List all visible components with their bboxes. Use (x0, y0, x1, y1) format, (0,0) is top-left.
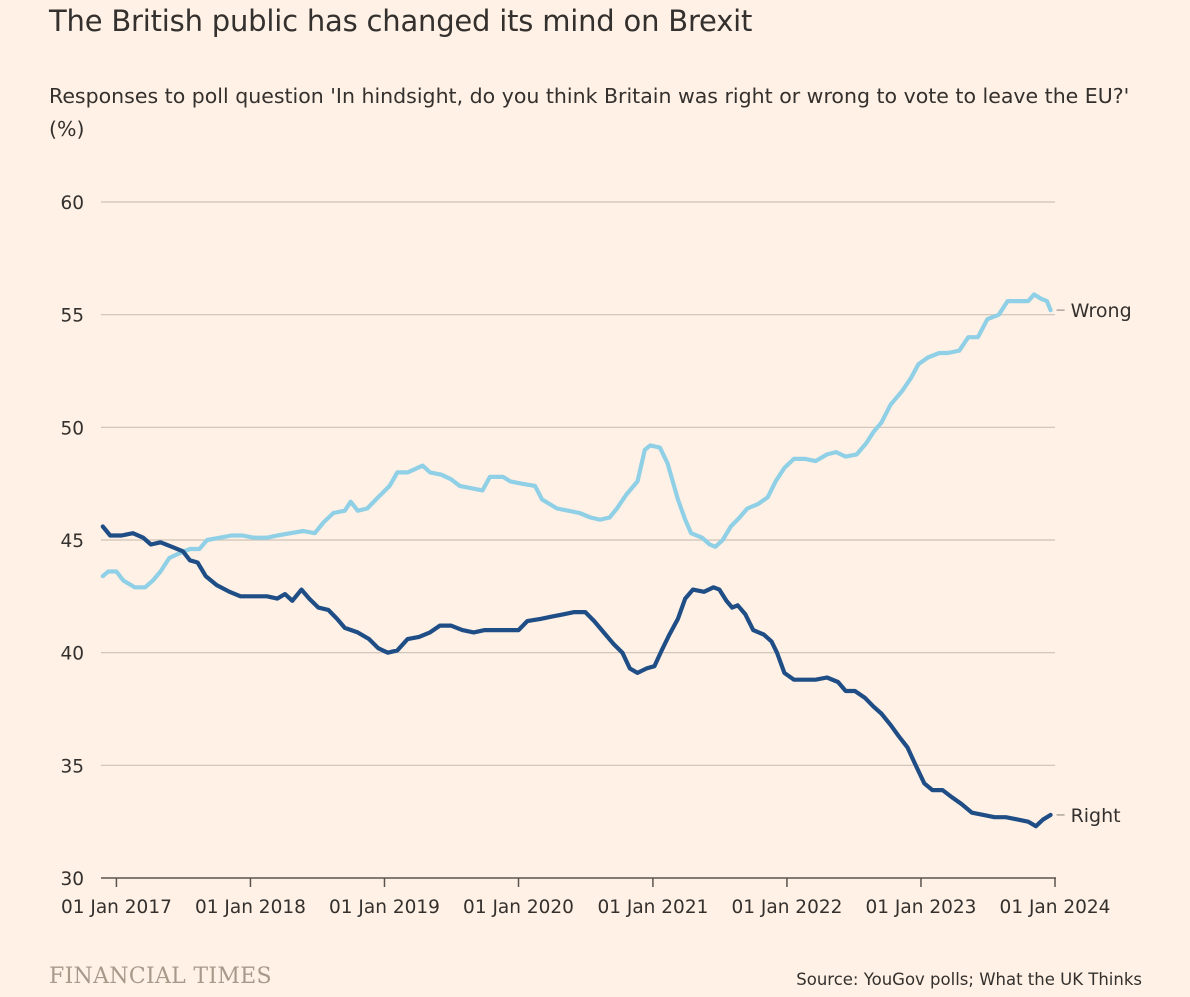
x-tick-label: 01 Jan 2023 (866, 897, 977, 918)
x-tick-label: 01 Jan 2019 (329, 897, 440, 918)
y-axis-ticks: 30 35 40 45 50 55 60 (60, 193, 84, 890)
source-note: Source: YouGov polls; What the UK Thinks (796, 970, 1142, 989)
series-line-wrong (100, 292, 1053, 590)
series-line-right (100, 524, 1053, 829)
y-tick-label: 35 (60, 756, 84, 777)
x-tick-label: 01 Jan 2020 (463, 897, 574, 918)
x-tick-label: 01 Jan 2017 (61, 897, 172, 918)
gridlines (101, 201, 1055, 766)
y-tick-label: 60 (60, 193, 84, 214)
y-tick-label: 30 (60, 869, 84, 890)
financial-times-logo: FINANCIAL TIMES (49, 964, 272, 989)
x-tick-label: 01 Jan 2021 (597, 897, 708, 918)
x-tick-label: 01 Jan 2022 (731, 897, 842, 918)
y-tick-label: 40 (60, 644, 84, 665)
x-axis: 01 Jan 2017 01 Jan 2018 01 Jan 2019 01 Jan … (61, 877, 1111, 918)
y-tick-label: 55 (60, 306, 84, 327)
y-tick-label: 50 (60, 418, 84, 439)
chart-title: The British public has changed its mind … (49, 4, 753, 38)
chart-subtitle: Responses to poll question 'In hindsight… (49, 84, 1130, 141)
series-label-wrong: Wrong (1071, 300, 1132, 322)
series-lines (100, 292, 1053, 829)
x-tick-label: 01 Jan 2024 (1000, 897, 1111, 918)
x-tick-label: 01 Jan 2018 (195, 897, 306, 918)
y-tick-label: 45 (60, 531, 84, 552)
series-label-right: Right (1071, 805, 1121, 827)
series-end-labels: Wrong Right (1056, 300, 1132, 827)
